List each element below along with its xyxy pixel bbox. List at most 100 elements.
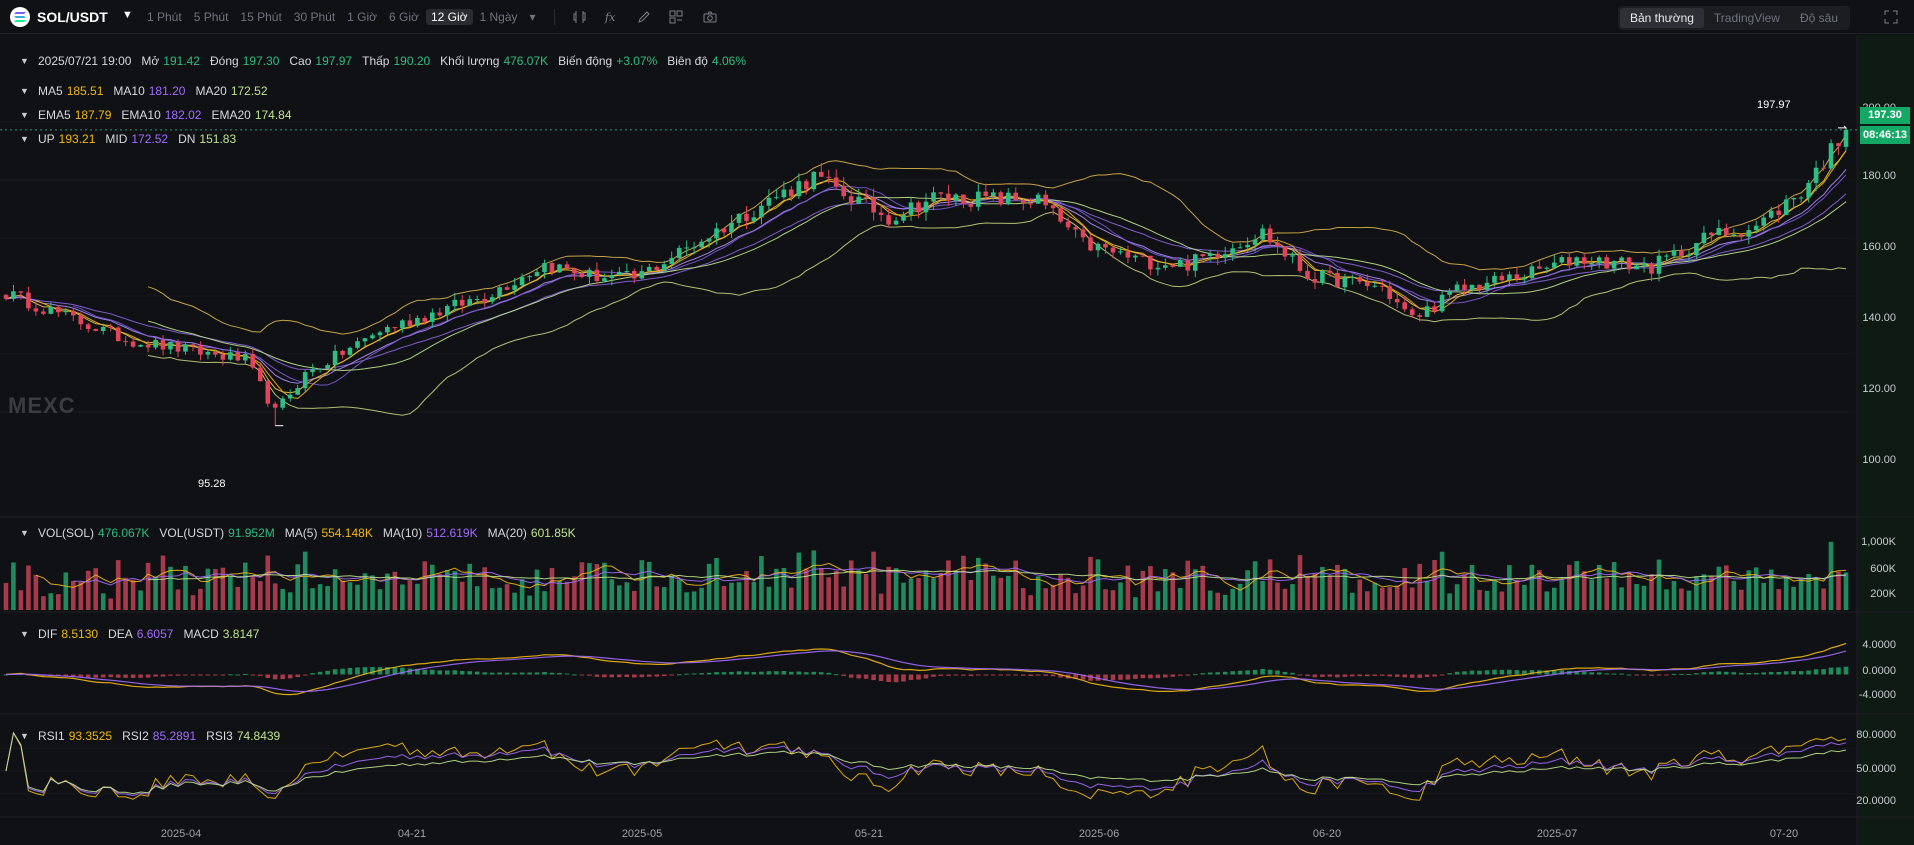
ohlc-legend: ▼ 2025/07/21 19:00 Mở 191.42 Đóng 197.30 C… [20,54,756,68]
candle-body [459,299,465,306]
macd-histogram-bar [721,672,727,675]
view-depth-tab[interactable]: Độ sâu [1799,11,1838,25]
volume-bar [3,582,9,610]
macd-histogram-bar [819,672,824,675]
candle-body [220,354,226,360]
volume-bar [796,552,802,610]
volume-bar [1739,589,1744,610]
candle-body [968,204,974,207]
macd-dif-value: 8.5130 [61,627,99,641]
chevron-down-icon[interactable]: ▼ [20,110,29,120]
candle-body [1596,257,1602,264]
vol-ma5-label: MA(5) [284,526,318,540]
volume-value: 476.07K [503,54,549,68]
candle-body [983,191,989,196]
candle-body [1200,254,1205,257]
chevron-down-icon[interactable]: ▼ [20,134,29,144]
price-axis-panel [1857,35,1914,845]
volume-bar [1035,576,1041,610]
macd-histogram-bar [564,673,570,675]
macd-histogram-bar [1507,669,1512,675]
macd-axis-label: 0.0000 [1862,665,1896,677]
macd-histogram-bar [976,674,981,676]
symbol-selector[interactable]: SOL/USDT [37,9,108,25]
candle-body [183,344,188,352]
volume-bar [1806,574,1811,610]
macd-histogram-bar [340,668,345,675]
candle-body [1252,239,1258,245]
interval-15m[interactable]: 15 Phút [240,10,282,24]
interval-more-caret-icon[interactable]: ▾ [529,10,536,24]
chevron-down-icon[interactable]: ▼ [20,56,29,66]
volume-bar [1282,588,1288,610]
caret-down-icon[interactable]: ▼ [122,9,133,21]
volume-bar [370,575,375,610]
macd-histogram-bar [744,671,749,675]
candle-body [1664,255,1669,257]
volume-bar [1028,595,1033,610]
chevron-down-icon[interactable]: ▼ [20,86,29,96]
fullscreen-icon[interactable] [1884,10,1898,24]
macd-histogram-bar [519,672,525,675]
macd-histogram-bar [287,674,293,679]
chevron-down-icon[interactable]: ▼ [20,629,29,639]
candle-body [564,264,570,269]
volume-bar [1447,593,1452,610]
volume-bar [482,567,487,610]
volume-bar [377,589,383,610]
candle-body [1507,274,1512,281]
macd-histogram-bar [213,674,218,676]
candle-body [1260,228,1265,240]
interval-6h[interactable]: 6 Giờ [389,10,419,24]
candle-body [1671,250,1677,256]
candle-body [751,217,757,222]
volume-bar [1133,597,1138,610]
macd-histogram-bar [669,674,674,676]
macd-histogram-bar [445,670,450,675]
macd-histogram-bar [1118,674,1123,680]
candle-countdown: 08:46:13 [1860,126,1910,144]
macd-histogram-bar [1424,674,1430,677]
ma20-value: 172.52 [230,84,268,98]
view-standard-tab[interactable]: Bản thường [1619,8,1704,28]
candle-body [272,403,278,408]
macd-histogram-bar [1035,674,1041,676]
volume-bar [1462,574,1467,610]
volume-bar [160,555,166,610]
macd-histogram-bar [594,674,600,677]
candle-body [991,192,996,196]
interval-1h[interactable]: 1 Giờ [347,10,378,24]
chevron-down-icon[interactable]: ▼ [20,528,29,538]
interval-5m[interactable]: 5 Phút [193,10,229,24]
volume-bar [1656,559,1662,610]
vol-ma10-value: 512.619K [426,526,478,540]
interval-1m[interactable]: 1 Phút [147,10,182,24]
interval-1d[interactable]: 1 Ngày [479,10,518,24]
draw-pencil-icon[interactable] [636,9,652,25]
volume-bar [1813,577,1819,610]
indicator-fx-icon[interactable]: fx [604,9,620,25]
macd-histogram-bar [1058,674,1063,678]
macd-histogram-bar [415,668,420,675]
candle-type-icon[interactable] [572,9,588,25]
candle-body [1424,306,1430,317]
volume-bar [512,592,517,610]
view-tradingview-tab[interactable]: TradingView [1713,11,1780,25]
interval-30m[interactable]: 30 Phút [293,10,336,24]
volume-bar [445,569,450,610]
volume-bar [1484,590,1490,610]
candlestick-chart[interactable] [0,35,1914,845]
macd-histogram-bar [1409,674,1415,678]
date-axis-label: 04-21 [397,828,427,840]
macd-histogram-bar [1522,670,1527,675]
chevron-down-icon[interactable]: ▼ [20,731,29,741]
volume-bar [100,593,106,610]
macd-histogram-bar [946,674,951,676]
interval-12h[interactable]: 12 Giờ [425,9,473,25]
rsi2-label: RSI2 [122,729,149,743]
layout-grid-icon[interactable] [668,9,684,25]
candle-body [923,201,929,213]
camera-icon[interactable] [702,9,718,25]
macd-histogram-bar [1753,672,1759,675]
volume-bar [1709,576,1714,610]
